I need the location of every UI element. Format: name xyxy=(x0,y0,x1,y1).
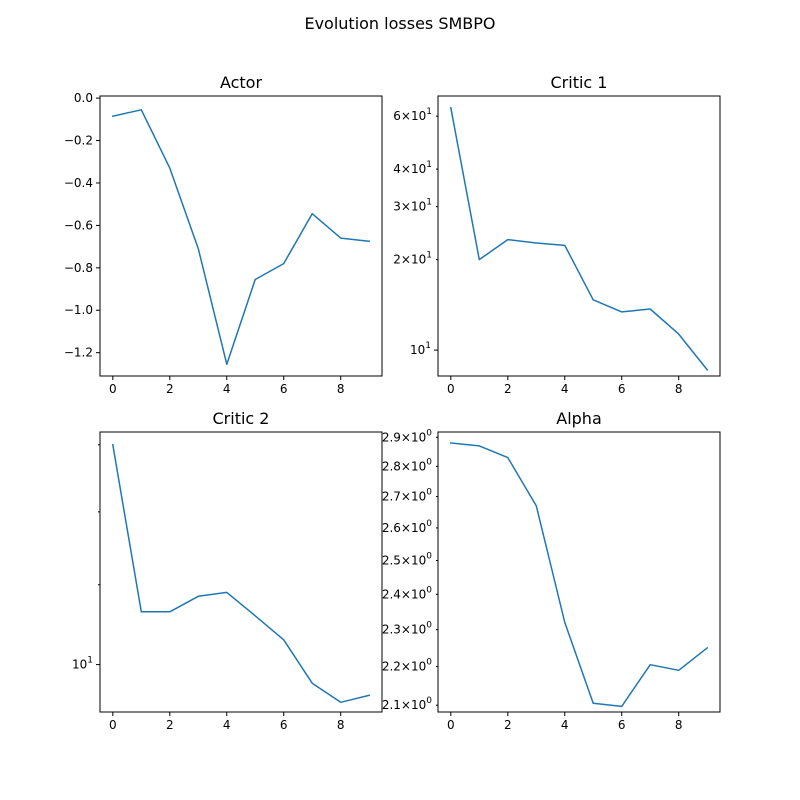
x-tick-label: 2 xyxy=(504,718,512,732)
series-line xyxy=(449,442,709,708)
x-tick-label: 4 xyxy=(223,718,231,732)
y-tick-label: 2.8×100 xyxy=(382,457,432,473)
subplot-title: Critic 2 xyxy=(213,409,270,428)
x-tick-label: 8 xyxy=(675,382,683,396)
y-tick-label: 101 xyxy=(410,341,431,357)
y-tick-label: 2.4×100 xyxy=(382,585,432,601)
series-line xyxy=(449,106,709,371)
y-tick-label: 3×101 xyxy=(393,198,432,214)
x-tick-label: 4 xyxy=(561,382,569,396)
y-tick-label: −1.2 xyxy=(64,346,93,360)
subplot-title: Alpha xyxy=(556,409,602,428)
x-tick-label: 4 xyxy=(223,382,231,396)
x-tick-label: 4 xyxy=(561,718,569,732)
y-tick-label: 0.0 xyxy=(74,91,93,105)
y-tick-label: 2.1×100 xyxy=(382,696,432,712)
x-tick-label: 6 xyxy=(280,718,288,732)
axes-frame xyxy=(437,95,721,377)
axes-frame xyxy=(99,95,383,377)
y-tick-label: −0.6 xyxy=(64,218,93,232)
x-tick-label: 2 xyxy=(504,382,512,396)
figure-title: Evolution losses SMBPO xyxy=(304,14,495,33)
x-tick-label: 6 xyxy=(280,382,288,396)
x-tick-label: 2 xyxy=(166,718,174,732)
subplot-critic1: Critic 1 0 2 4 6 8 101 2×101 3×101 4×101 6×101 xyxy=(393,73,721,396)
y-tick-label: 6×101 xyxy=(393,107,432,123)
y-tick-label: 2.9×100 xyxy=(382,428,432,444)
axes-frame xyxy=(437,431,721,713)
series-line xyxy=(111,109,371,366)
subplots-grid: Actor 0 2 4 6 8 0.0 −0.2 −0.4 −0.6 −0.8 −1.0 −1.2 Cri… xyxy=(64,73,721,732)
x-tick-label: 0 xyxy=(109,718,117,732)
axes-frame xyxy=(99,431,383,713)
y-tick-label: −0.8 xyxy=(64,261,93,275)
y-tick-label: 2.2×100 xyxy=(382,658,432,674)
y-tick-label: 4×101 xyxy=(393,160,432,176)
y-tick-label: 2.3×100 xyxy=(382,621,432,637)
x-tick-label: 0 xyxy=(447,718,455,732)
y-tick-label: −0.4 xyxy=(64,176,93,190)
x-tick-label: 6 xyxy=(618,382,626,396)
subplot-critic2: Critic 2 0 2 4 6 8 101 xyxy=(72,409,383,732)
x-tick-label: 0 xyxy=(447,382,455,396)
x-tick-label: 8 xyxy=(675,718,683,732)
x-tick-label: 6 xyxy=(618,718,626,732)
y-tick-label: 2.5×100 xyxy=(382,551,432,567)
x-tick-label: 2 xyxy=(166,382,174,396)
subplot-alpha: Alpha 0 2 4 6 8 2.1×100 2.2×100 2.3×100 2.4×100 2.… xyxy=(382,409,721,732)
x-tick-label: 0 xyxy=(109,382,117,396)
y-tick-label: 2.6×100 xyxy=(382,519,432,535)
x-tick-label: 8 xyxy=(337,718,345,732)
series-line xyxy=(111,443,371,704)
y-tick-label: −1.0 xyxy=(64,303,93,317)
y-tick-label: 2.7×100 xyxy=(382,488,432,504)
subplot-title: Actor xyxy=(220,73,263,92)
y-tick-label: 2×101 xyxy=(393,251,432,267)
x-tick-label: 8 xyxy=(337,382,345,396)
subplot-actor: Actor 0 2 4 6 8 0.0 −0.2 −0.4 −0.6 −0.8 −1.0 −1.2 xyxy=(64,73,383,396)
subplot-title: Critic 1 xyxy=(551,73,608,92)
y-tick-label: −0.2 xyxy=(64,134,93,148)
y-tick-label: 101 xyxy=(72,656,93,672)
